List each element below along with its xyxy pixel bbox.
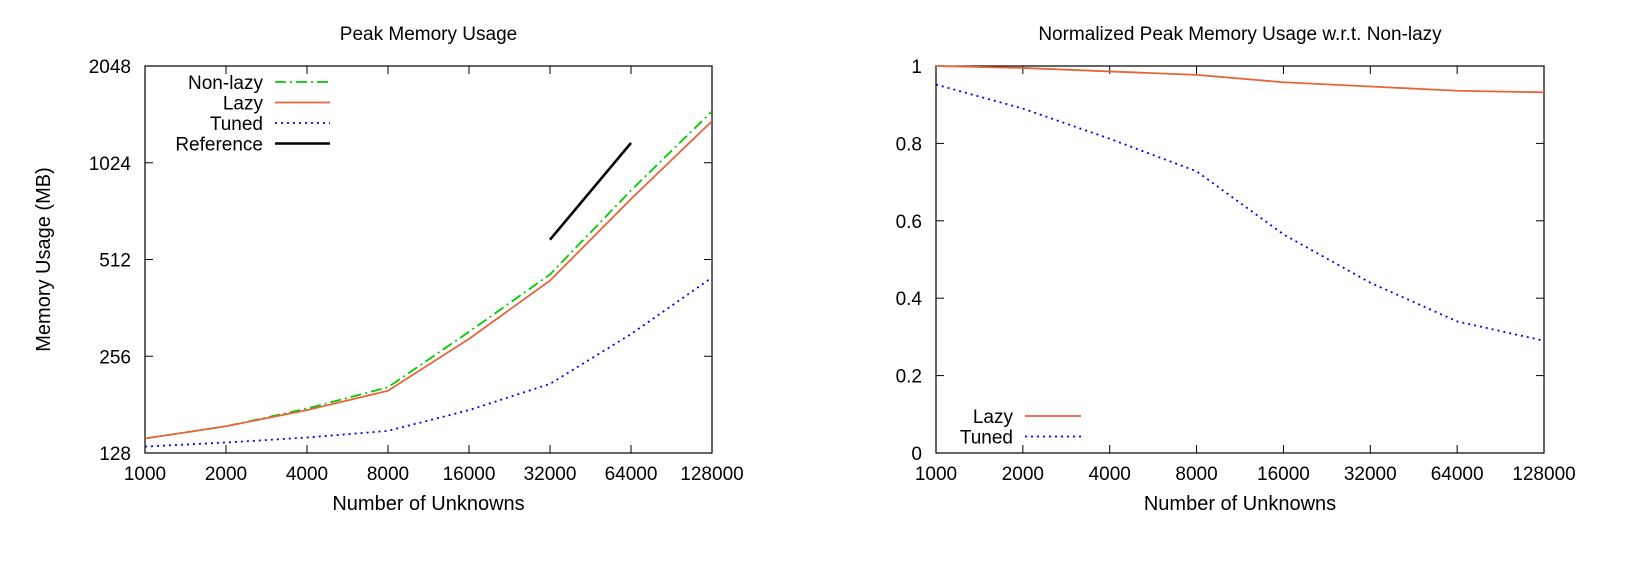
chart-1: 1000 2000 4000 8000 16000 32000 64000 128000 128… — [33, 24, 744, 515]
y-tick-label: 1024 — [89, 154, 132, 175]
x-tick-label: 128000 — [680, 464, 743, 485]
y-tick-label: 0 — [911, 444, 922, 465]
y-tick-label: 128 — [99, 444, 131, 465]
x-tick-label: 1000 — [124, 464, 166, 485]
y-tick-label: 512 — [99, 251, 131, 272]
series-line-lazy — [936, 65, 1544, 94]
y-tick-label: 0.6 — [896, 212, 922, 233]
chart-title: Normalized Peak Memory Usage w.r.t. Non-… — [1038, 24, 1442, 45]
series-line-non-lazy — [145, 110, 712, 440]
x-tick-label: 64000 — [1431, 464, 1484, 485]
y-tick-label: 0.4 — [896, 289, 923, 310]
plot-frame — [935, 65, 1545, 454]
legend-label: Tuned — [960, 428, 1013, 449]
x-tick-label: 4000 — [1089, 464, 1131, 485]
y-tick-label: 2048 — [89, 57, 131, 78]
series-line-reference — [549, 142, 632, 241]
y-tick-label: 0.2 — [896, 367, 922, 388]
x-tick-label: 4000 — [286, 464, 328, 485]
legend-label: Reference — [175, 135, 263, 156]
x-tick-label: 8000 — [1175, 464, 1217, 485]
x-tick-label: 64000 — [605, 464, 658, 485]
x-tick-label: 16000 — [443, 464, 496, 485]
x-tick-label: 32000 — [1344, 464, 1397, 485]
y-axis-label: Memory Usage (MB) — [33, 167, 55, 351]
x-tick-label: 16000 — [1257, 464, 1310, 485]
chart-2: 1000 2000 4000 8000 16000 32000 64000 128000 0 0.… — [896, 24, 1576, 515]
y-tick-label: 1 — [911, 57, 922, 78]
y-tick-label: 0.8 — [896, 134, 922, 155]
x-axis-label: Number of Unknowns — [1144, 493, 1336, 515]
x-tick-label: 32000 — [524, 464, 577, 485]
legend-label: Lazy — [973, 407, 1014, 428]
series-line-tuned — [145, 276, 712, 448]
series-line-tuned — [936, 83, 1544, 342]
chart-title: Peak Memory Usage — [340, 24, 517, 45]
x-tick-label: 2000 — [205, 464, 247, 485]
x-tick-label: 2000 — [1002, 464, 1044, 485]
legend-label: Tuned — [210, 114, 263, 135]
series-line-lazy — [145, 120, 712, 440]
legend-label: Lazy — [223, 94, 264, 115]
y-tick-label: 256 — [99, 347, 131, 368]
x-axis-label: Number of Unknowns — [332, 493, 524, 515]
x-tick-label: 8000 — [367, 464, 409, 485]
x-tick-label: 1000 — [915, 464, 957, 485]
x-tick-label: 128000 — [1512, 464, 1575, 485]
legend-label: Non-lazy — [188, 73, 263, 94]
